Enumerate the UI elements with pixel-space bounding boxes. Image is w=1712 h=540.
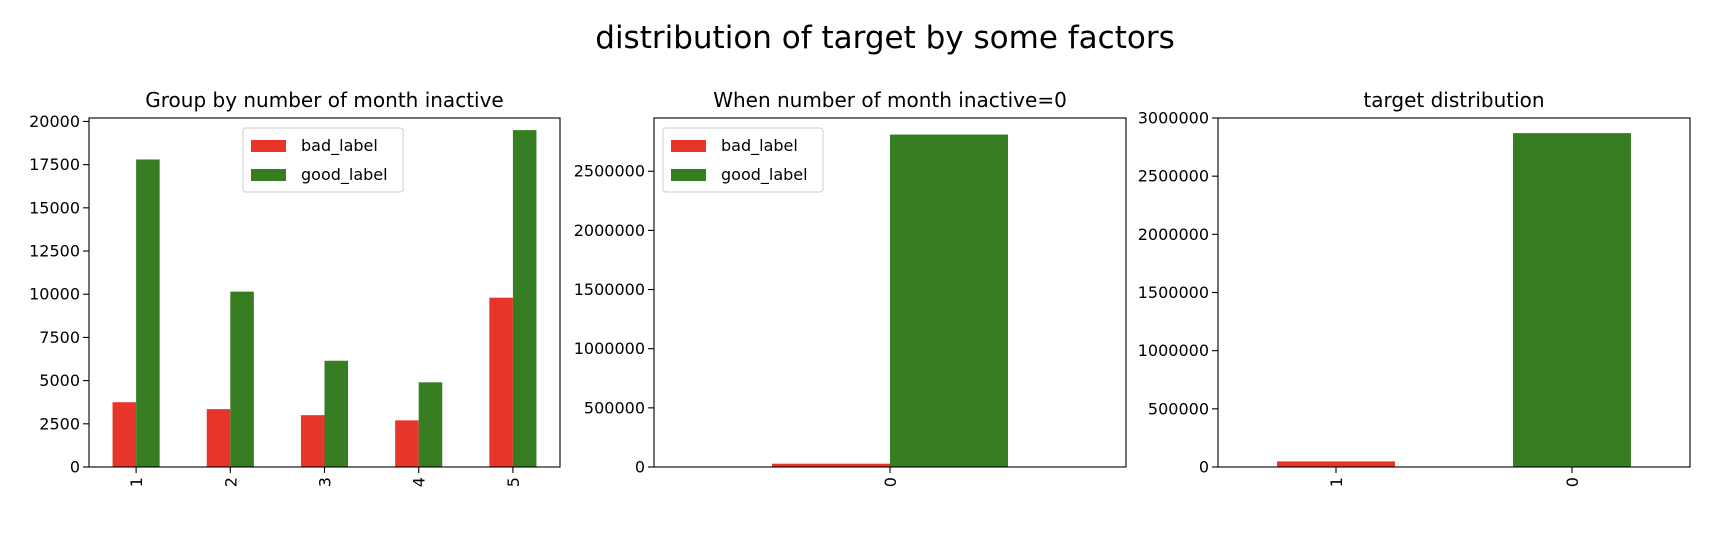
bar-bad_label-3 [300, 415, 325, 467]
legend-label-bad_label: bad_label [301, 136, 378, 156]
legend-label-good_label: good_label [301, 165, 388, 185]
y-tick-label: 1500000 [574, 280, 645, 299]
bar-good_label-3 [324, 360, 349, 467]
y-tick-label: 2500000 [1138, 167, 1209, 186]
y-tick-label: 2500 [39, 414, 80, 433]
y-tick-label: 7500 [39, 328, 80, 347]
legend-swatch-good_label [251, 169, 286, 181]
axes-frame [1217, 117, 1691, 468]
y-tick-label: 15000 [29, 198, 80, 217]
subplot-title: When number of month inactive=0 [713, 88, 1067, 112]
x-tick-label: 5 [504, 477, 523, 487]
legend: bad_label good_label [662, 127, 824, 193]
y-tick-label: 1500000 [1138, 283, 1209, 302]
subplot-title: Group by number of month inactive [145, 88, 503, 112]
y-tick-label: 0 [70, 458, 80, 477]
subplot-title: target distribution [1363, 88, 1544, 112]
y-tick-label: 2000000 [574, 221, 645, 240]
x-tick-label: 1 [1327, 477, 1346, 487]
y-tick-label: 0 [635, 458, 645, 477]
y-tick-label: 500000 [1148, 399, 1209, 418]
y-tick-label: 3000000 [1138, 109, 1209, 128]
y-tick-label: 17500 [29, 155, 80, 174]
y-tick-label: 1000000 [1138, 341, 1209, 360]
y-tick-label: 0 [1199, 458, 1209, 477]
y-tick-label: 2000000 [1138, 225, 1209, 244]
bar-bad_label-4 [395, 420, 419, 467]
bar-good_label-4 [418, 382, 443, 467]
x-tick-label: 3 [316, 477, 335, 487]
x-tick-label: 0 [881, 477, 900, 487]
legend-swatch-bad_label [251, 140, 286, 152]
y-tick-label: 1000000 [574, 339, 645, 358]
axes-frame [88, 117, 561, 468]
bar-good_label-2 [230, 291, 254, 467]
x-tick-label: 4 [410, 477, 429, 487]
bar-good_label-5 [512, 130, 537, 467]
y-tick-label: 5000 [39, 371, 80, 390]
legend-swatch-good_label [671, 169, 706, 181]
bar-good_label-1 [136, 159, 160, 468]
y-tick-label: 2500000 [574, 162, 645, 181]
subplot-2: When number of month inactive=0 0 0 500000 1… [574, 88, 1127, 487]
subplot-3: target distribution 1 0 0 500000 1000000 15000… [1138, 88, 1691, 487]
bar-bad_label-2 [206, 409, 231, 467]
legend-label-good_label: good_label [721, 165, 808, 185]
axes-frame [653, 117, 1127, 468]
y-tick-label: 10000 [29, 285, 80, 304]
bar-bad_label-0 [772, 463, 890, 467]
legend-label-bad_label: bad_label [721, 136, 798, 156]
x-tick-label: 2 [221, 477, 240, 487]
x-tick-label: 0 [1563, 477, 1582, 487]
legend: bad_label good_label [242, 127, 404, 193]
x-tick-label: 1 [127, 477, 146, 487]
y-tick-label: 12500 [29, 242, 80, 261]
bar-bad_label-5 [489, 297, 513, 467]
bar-value-1 [1277, 461, 1395, 467]
subplot-1: Group by number of month inactive 1 2 3 4 5 0 2… [29, 88, 561, 487]
bar-good_label-0 [890, 134, 1008, 467]
subplots: Group by number of month inactive 1 2 3 4 5 0 2… [29, 88, 1691, 487]
y-tick-label: 20000 [29, 112, 80, 131]
legend-swatch-bad_label [671, 140, 706, 152]
bar-value-0 [1513, 133, 1631, 467]
figure-title: distribution of target by some factors [595, 20, 1174, 56]
y-tick-label: 500000 [584, 398, 645, 417]
bar-bad_label-1 [112, 402, 137, 467]
